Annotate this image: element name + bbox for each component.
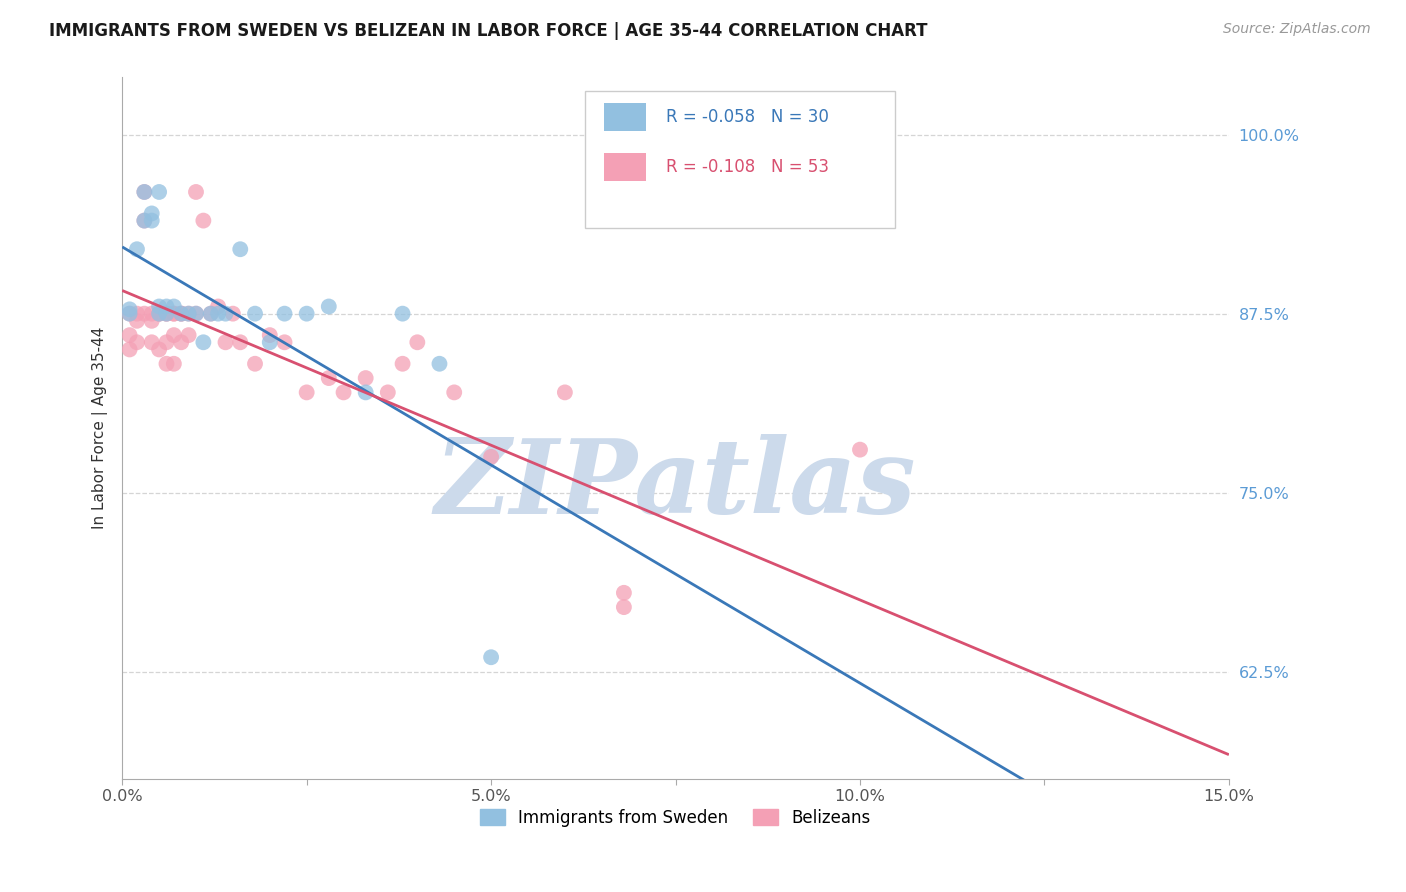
Point xyxy=(141,213,163,227)
Point xyxy=(243,357,266,371)
Point xyxy=(200,307,222,321)
Point xyxy=(148,343,170,357)
Point xyxy=(184,307,207,321)
Point xyxy=(134,213,156,227)
Point xyxy=(134,185,156,199)
Point xyxy=(125,314,148,328)
Point xyxy=(229,335,252,350)
Point xyxy=(177,328,200,343)
Point xyxy=(613,600,636,615)
Point xyxy=(229,242,252,256)
Point xyxy=(148,307,170,321)
Point xyxy=(214,307,236,321)
Point xyxy=(134,213,156,227)
Text: ZIPatlas: ZIPatlas xyxy=(434,434,917,535)
Point xyxy=(155,307,177,321)
Point xyxy=(141,307,163,321)
Point xyxy=(163,300,186,314)
Point xyxy=(148,185,170,199)
Point xyxy=(443,385,465,400)
Point xyxy=(170,307,193,321)
Point xyxy=(184,185,207,199)
Point xyxy=(118,302,141,317)
Point xyxy=(148,307,170,321)
Point xyxy=(163,307,186,321)
Point xyxy=(141,206,163,220)
Point xyxy=(406,335,429,350)
Point xyxy=(318,371,340,385)
Point xyxy=(155,307,177,321)
Point xyxy=(222,307,245,321)
FancyBboxPatch shape xyxy=(603,103,645,131)
Point xyxy=(163,307,186,321)
Point xyxy=(429,357,451,371)
Text: R = -0.058   N = 30: R = -0.058 N = 30 xyxy=(665,108,828,126)
Text: Source: ZipAtlas.com: Source: ZipAtlas.com xyxy=(1223,22,1371,37)
Point xyxy=(391,307,413,321)
Point xyxy=(849,442,872,457)
Point xyxy=(155,335,177,350)
Text: IMMIGRANTS FROM SWEDEN VS BELIZEAN IN LABOR FORCE | AGE 35-44 CORRELATION CHART: IMMIGRANTS FROM SWEDEN VS BELIZEAN IN LA… xyxy=(49,22,928,40)
Point xyxy=(141,314,163,328)
Point xyxy=(170,335,193,350)
Point xyxy=(354,385,377,400)
Point xyxy=(177,307,200,321)
Point xyxy=(207,307,229,321)
Point xyxy=(184,307,207,321)
Point xyxy=(155,300,177,314)
Point xyxy=(125,335,148,350)
Point xyxy=(273,335,295,350)
FancyBboxPatch shape xyxy=(585,92,894,227)
Point xyxy=(318,300,340,314)
Point xyxy=(141,335,163,350)
Point xyxy=(1070,793,1092,807)
Point xyxy=(200,307,222,321)
Point xyxy=(118,307,141,321)
Text: R = -0.108   N = 53: R = -0.108 N = 53 xyxy=(665,158,828,177)
Point xyxy=(163,328,186,343)
Point xyxy=(193,335,215,350)
Point xyxy=(193,213,215,227)
Point xyxy=(207,300,229,314)
Point xyxy=(118,343,141,357)
Point xyxy=(259,335,281,350)
Point xyxy=(214,335,236,350)
Point xyxy=(163,357,186,371)
Legend: Immigrants from Sweden, Belizeans: Immigrants from Sweden, Belizeans xyxy=(474,803,877,834)
Point xyxy=(391,357,413,371)
Point xyxy=(134,307,156,321)
Point xyxy=(479,650,502,665)
Point xyxy=(377,385,399,400)
Point xyxy=(613,586,636,600)
Point xyxy=(332,385,354,400)
Point xyxy=(148,307,170,321)
Point xyxy=(243,307,266,321)
Point xyxy=(354,371,377,385)
Point xyxy=(295,307,318,321)
Point xyxy=(177,307,200,321)
Point xyxy=(155,307,177,321)
Point xyxy=(148,300,170,314)
Point xyxy=(125,307,148,321)
Point xyxy=(273,307,295,321)
Point xyxy=(134,185,156,199)
Y-axis label: In Labor Force | Age 35-44: In Labor Force | Age 35-44 xyxy=(93,327,108,529)
Point xyxy=(118,328,141,343)
Point xyxy=(170,307,193,321)
Point xyxy=(259,328,281,343)
Point xyxy=(479,450,502,464)
FancyBboxPatch shape xyxy=(603,153,645,181)
Point xyxy=(155,357,177,371)
Point xyxy=(554,385,576,400)
Point xyxy=(170,307,193,321)
Point xyxy=(118,307,141,321)
Point xyxy=(295,385,318,400)
Point xyxy=(125,242,148,256)
